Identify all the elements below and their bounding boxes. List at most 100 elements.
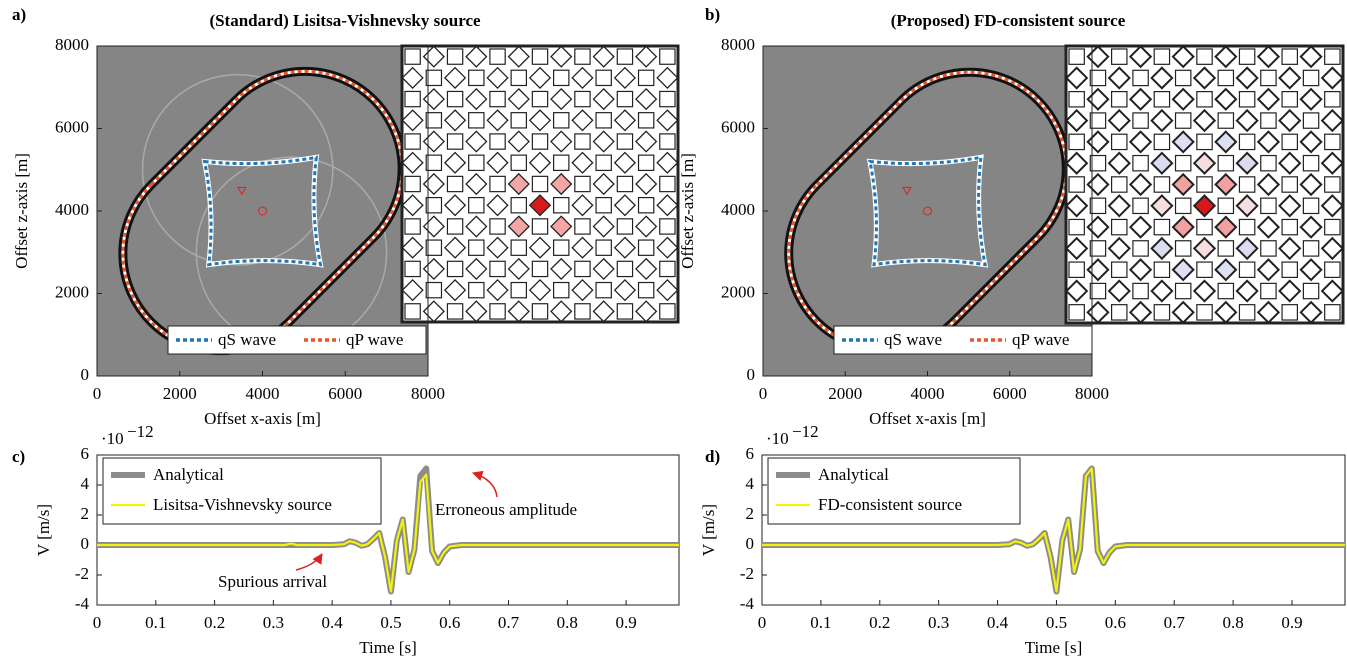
qs-curve [202, 155, 323, 267]
stencil-diamond [592, 130, 615, 153]
legend-label: qP wave [1012, 330, 1069, 349]
stencil-square [531, 48, 549, 65]
x-tick-label: 0.5 [380, 613, 401, 632]
series-line [762, 467, 1345, 593]
stencil-diamond [507, 300, 530, 323]
stencil-square [595, 112, 612, 129]
stencil-square [468, 281, 485, 299]
stencil-square [1153, 90, 1171, 108]
stencil-square [1281, 304, 1299, 321]
x-tick-label: 0.4 [987, 613, 1009, 632]
y-tick-label: -4 [740, 594, 755, 613]
stencil-square [1132, 282, 1149, 300]
stencil-diamond [507, 215, 530, 238]
panel-label: c) [12, 447, 25, 466]
stencil-diamond [656, 151, 679, 174]
stencil-diamond [528, 279, 552, 302]
stencil-diamond [1235, 236, 1259, 261]
stencil-diamond [1299, 215, 1323, 239]
stencil-square [425, 154, 443, 172]
stencil-diamond [1299, 172, 1323, 197]
x-tick-label: 0.6 [1105, 613, 1126, 632]
stencil-diamond [1235, 151, 1259, 175]
stencil-diamond [1320, 236, 1344, 261]
legend-label: qS wave [884, 330, 942, 349]
legend-label: FD-consistent source [818, 495, 962, 514]
stencil-square [1132, 240, 1149, 257]
stencil-diamond [550, 45, 573, 68]
stencil-diamond [592, 215, 615, 238]
stencil-diamond [528, 194, 552, 217]
stencil-square [574, 218, 591, 235]
stencil-square [425, 69, 443, 87]
stencil-square [1196, 304, 1213, 321]
stencil-diamond [635, 45, 658, 68]
stencil-square [1068, 176, 1085, 193]
stencil-diamond [1192, 236, 1217, 261]
y-tick-label: 2000 [721, 282, 755, 301]
stencil-diamond [1128, 172, 1153, 197]
stencil-square [1089, 154, 1107, 172]
stencil-square [404, 303, 421, 320]
axes-frame [761, 454, 1346, 606]
stencil-diamond [1086, 258, 1110, 282]
x-tick-label: 0.8 [1222, 613, 1243, 632]
x-tick-label: 4000 [911, 384, 945, 403]
stencil-square [1260, 197, 1277, 215]
source-marker [236, 186, 247, 196]
stencil-diamond [1214, 87, 1238, 111]
stencil-square [1068, 261, 1085, 279]
stencil-square [1302, 69, 1320, 87]
y-axis-label: Offset z-axis [m] [678, 153, 697, 269]
stencil-square [616, 48, 634, 65]
stencil-diamond [401, 66, 424, 89]
stencil-diamond [1171, 300, 1195, 324]
stencil-diamond [465, 130, 488, 153]
stencil-diamond [1065, 194, 1089, 218]
stencil-square [1302, 112, 1320, 129]
stencil-square [1068, 304, 1085, 321]
stencil-diamond [465, 87, 488, 111]
stencil-diamond [1107, 151, 1131, 175]
y-tick-label: 2000 [55, 282, 89, 301]
stencil-square [1324, 218, 1341, 236]
stencil-square [1132, 197, 1149, 215]
y-tick-label: 6 [746, 444, 755, 463]
stencil-square [1110, 304, 1128, 321]
stencil-diamond [507, 130, 530, 153]
stencil-diamond [1086, 300, 1110, 324]
stencil-diamond [465, 257, 488, 281]
stencil-diamond [571, 279, 594, 302]
stencil-square [1217, 69, 1235, 87]
stencil-square [446, 175, 464, 193]
receiver-marker [923, 206, 932, 216]
stencil-diamond [507, 257, 530, 281]
stencil-square [1324, 304, 1341, 321]
x-tick-label: 0.1 [145, 613, 166, 632]
stencil-square [1217, 154, 1235, 172]
stencil-diamond [1235, 108, 1259, 133]
stencil-diamond [1065, 151, 1089, 175]
stencil-diamond [1256, 215, 1281, 239]
stencil-square [1174, 154, 1192, 172]
legend-label: Analytical [153, 465, 224, 484]
y-scale-exponent: −12 [127, 422, 154, 441]
stencil-diamond [443, 66, 467, 89]
stencil-square [659, 48, 676, 65]
stencil-diamond [1065, 236, 1089, 261]
stencil-square [659, 90, 676, 108]
stencil-diamond [550, 215, 573, 238]
stencil-square [1260, 282, 1277, 300]
stencil-diamond [1086, 215, 1110, 239]
stencil-square [574, 133, 591, 150]
stencil-diamond [486, 151, 509, 174]
stencil-square [616, 260, 634, 278]
legend-label: Lisitsa-Vishnevsky source [153, 495, 332, 514]
stencil-square [552, 196, 570, 214]
stencil-square [1260, 112, 1277, 129]
stencil-diamond [1256, 130, 1281, 154]
x-tick-label: 0.1 [810, 613, 831, 632]
stencil-diamond [592, 45, 615, 68]
stencil-square [1110, 261, 1128, 279]
y-tick-label: -2 [740, 564, 754, 583]
